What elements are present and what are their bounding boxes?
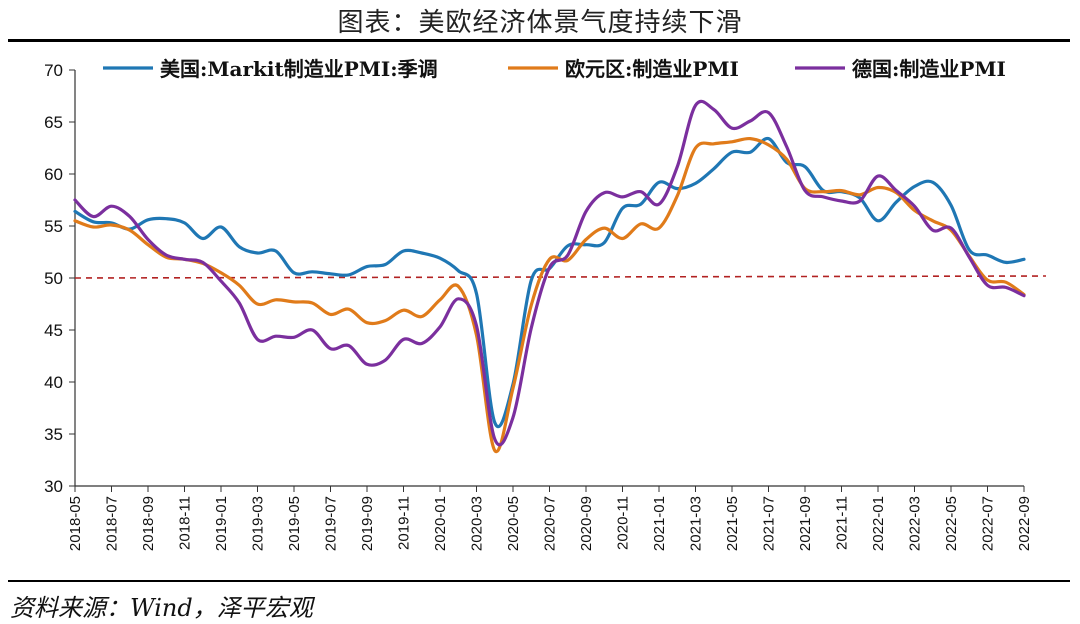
x-tick-label: 2019-03 bbox=[250, 496, 267, 551]
x-tick-label: 2022-09 bbox=[1016, 496, 1033, 551]
y-tick-label: 45 bbox=[44, 321, 63, 340]
x-tick-label: 2020-09 bbox=[578, 496, 595, 551]
top-rule bbox=[8, 39, 1070, 42]
x-tick-label: 2021-01 bbox=[651, 496, 668, 551]
germany-pmi-line bbox=[73, 99, 1026, 447]
y-tick-label: 65 bbox=[44, 113, 63, 132]
x-tick-label: 2018-09 bbox=[140, 496, 157, 551]
legend-label: 美国:Markit制造业PMI:季调 bbox=[160, 57, 438, 81]
x-tick-label: 2020-07 bbox=[542, 496, 559, 551]
y-tick-label: 70 bbox=[44, 61, 63, 80]
x-tick-label: 2022-01 bbox=[870, 496, 887, 551]
series-lines bbox=[73, 99, 1026, 454]
y-tick-label: 55 bbox=[44, 217, 63, 236]
legend: 美国:Markit制造业PMI:季调 欧元区:制造业PMI 德国:制造业PMI bbox=[103, 57, 1006, 81]
x-tick-label: 2022-05 bbox=[943, 496, 960, 551]
x-tick-label: 2020-03 bbox=[469, 496, 486, 551]
x-tick-label: 2021-11 bbox=[834, 496, 851, 550]
x-tick-label: 2018-07 bbox=[104, 496, 121, 551]
x-tick-label: 2020-11 bbox=[615, 496, 632, 550]
x-tick-label: 2018-11 bbox=[177, 496, 194, 550]
x-tick-label: 2022-03 bbox=[907, 496, 924, 551]
chart-title: 图表：美欧经济体景气度持续下滑 bbox=[337, 8, 743, 38]
x-tick-label: 2019-09 bbox=[359, 496, 376, 551]
axes: 30 35 40 45 50 55 60 65 70 2018-05 2018-07 2018-09 2… bbox=[44, 61, 1033, 551]
y-tick-label: 30 bbox=[44, 477, 63, 496]
x-tick-label: 2022-07 bbox=[980, 496, 997, 551]
y-tick-label: 35 bbox=[44, 425, 63, 444]
x-tick-label: 2021-03 bbox=[688, 496, 705, 551]
pmi-line-chart: 30 35 40 45 50 55 60 65 70 2018-05 2018-07 2018-09 2… bbox=[44, 57, 1047, 551]
x-tick-label: 2021-07 bbox=[761, 496, 778, 551]
x-tick-label: 2020-05 bbox=[505, 496, 522, 551]
reference-line-50 bbox=[74, 275, 1047, 279]
bottom-rule bbox=[8, 580, 1070, 582]
x-tick-label: 2019-07 bbox=[323, 496, 340, 551]
x-tick-label: 2021-05 bbox=[724, 496, 741, 551]
legend-label: 德国:制造业PMI bbox=[852, 57, 1006, 81]
x-tick-label: 2018-05 bbox=[67, 496, 84, 551]
source-note: 资料来源：Wind，泽平宏观 bbox=[10, 594, 313, 622]
reference-line-group bbox=[74, 275, 1047, 279]
y-tick-label: 50 bbox=[44, 269, 63, 288]
x-tick-label: 2019-11 bbox=[396, 496, 413, 550]
us-markit-pmi-line bbox=[73, 136, 1026, 429]
y-tick-label: 40 bbox=[44, 373, 63, 392]
x-tick-label: 2020-01 bbox=[432, 496, 449, 551]
y-tick-label: 60 bbox=[44, 165, 63, 184]
x-tick-label: 2019-01 bbox=[213, 496, 230, 551]
x-tick-label: 2021-09 bbox=[797, 496, 814, 551]
legend-label: 欧元区:制造业PMI bbox=[565, 57, 739, 81]
eurozone-pmi-line bbox=[73, 136, 1026, 454]
x-tick-label: 2019-05 bbox=[286, 496, 303, 551]
